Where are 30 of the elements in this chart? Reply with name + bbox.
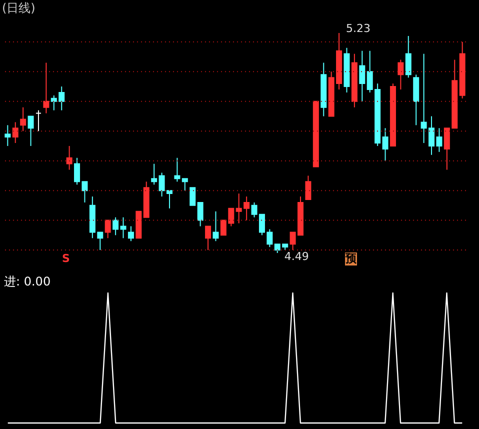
candlestick <box>182 178 188 192</box>
candlestick <box>405 35 412 78</box>
candlestick <box>413 74 420 126</box>
candlestick <box>35 110 42 132</box>
candlestick <box>359 50 366 102</box>
candlestick <box>4 124 11 146</box>
candlestick <box>104 220 111 239</box>
candlestick <box>151 163 158 186</box>
candlestick <box>43 62 50 114</box>
annotation: 预 <box>344 252 358 265</box>
chart-title: (日线) <box>2 1 36 15</box>
annotation: S <box>62 252 70 265</box>
candlestick <box>28 116 34 146</box>
candlestick <box>174 157 180 182</box>
candlestick <box>382 128 388 162</box>
candlestick <box>197 202 204 227</box>
candlestick <box>120 216 126 239</box>
candlestick <box>128 226 134 242</box>
candlestick <box>305 175 312 200</box>
candlestick <box>398 59 404 90</box>
candlestick <box>20 106 26 132</box>
candlestick <box>66 145 72 170</box>
annotation: 5.23 <box>346 22 371 35</box>
candlestick <box>205 226 212 251</box>
candlestick <box>12 122 18 144</box>
candlestick <box>190 187 196 206</box>
annotation: 4.49 <box>284 250 309 263</box>
candlestick <box>212 210 219 242</box>
candlestick <box>112 216 119 236</box>
chart-title: 进: 0.00 <box>4 274 51 288</box>
